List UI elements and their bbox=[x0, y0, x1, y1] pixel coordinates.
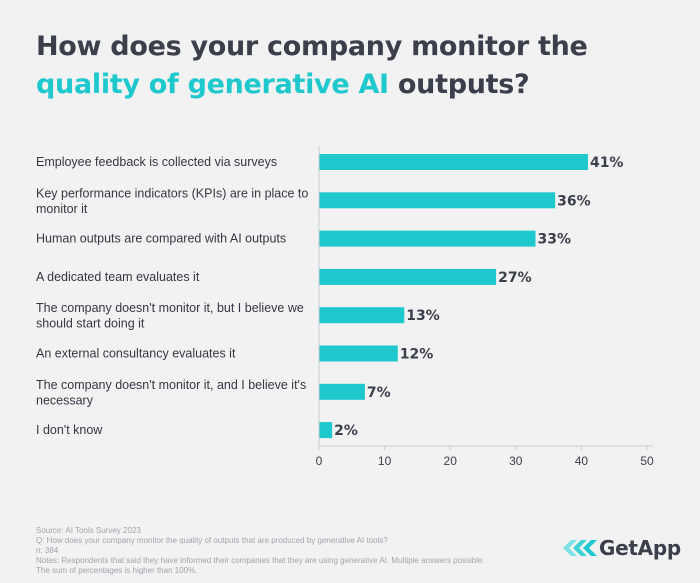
title-part-2: outputs? bbox=[388, 69, 530, 100]
bar bbox=[319, 230, 536, 247]
value-label: 2% bbox=[334, 423, 358, 439]
footer-n: n: 384 bbox=[36, 546, 59, 555]
value-label: 13% bbox=[406, 308, 440, 324]
bar bbox=[319, 307, 405, 324]
category-label: An external consultancy evaluates it bbox=[36, 347, 236, 361]
x-tick-label: 20 bbox=[444, 454, 458, 468]
x-axis: 0 10 20 30 40 50 bbox=[316, 146, 654, 468]
x-tick-label: 50 bbox=[640, 454, 654, 468]
x-tick-label: 0 bbox=[316, 454, 323, 468]
bar bbox=[319, 422, 333, 439]
footer-notes-2: The sum of percentages is higher than 10… bbox=[36, 566, 198, 575]
bars-group: Employee feedback is collected via surve… bbox=[36, 154, 623, 439]
bar-chart: Employee feedback is collected via surve… bbox=[36, 146, 654, 468]
chart-title: How does your company monitor the qualit… bbox=[36, 28, 676, 104]
getapp-chevrons-icon bbox=[563, 540, 597, 556]
value-label: 36% bbox=[557, 193, 591, 209]
getapp-logo: GetApp bbox=[563, 536, 681, 560]
bar bbox=[319, 383, 365, 400]
bar bbox=[319, 268, 497, 285]
title-part-1: How does your company monitor the bbox=[36, 31, 588, 62]
value-label: 41% bbox=[590, 155, 624, 171]
getapp-logo-text: GetApp bbox=[599, 536, 681, 560]
value-label: 27% bbox=[498, 270, 532, 286]
category-label: Key performance indicators (KPIs) are in… bbox=[36, 186, 308, 216]
category-label: The company doesn't monitor it, but I be… bbox=[36, 301, 304, 331]
x-tick-label: 10 bbox=[378, 454, 392, 468]
x-tick-label: 40 bbox=[575, 454, 589, 468]
footer-question: Q: How does your company monitor the qua… bbox=[36, 536, 388, 545]
footer-notes: Notes: Respondents that said they have i… bbox=[36, 556, 485, 565]
title-accent: quality of generative AI bbox=[36, 69, 389, 100]
category-label: I don't know bbox=[36, 423, 103, 437]
category-label: Employee feedback is collected via surve… bbox=[36, 155, 277, 169]
value-label: 12% bbox=[400, 347, 434, 363]
bar bbox=[319, 192, 556, 209]
value-label: 33% bbox=[537, 232, 571, 248]
value-label: 7% bbox=[367, 385, 391, 401]
category-label: The company doesn't monitor it, and I be… bbox=[36, 378, 306, 408]
bar bbox=[319, 154, 588, 170]
footer-source: Source: AI Tools Survey 2023 bbox=[36, 526, 141, 535]
x-tick-label: 30 bbox=[509, 454, 523, 468]
category-label: Human outputs are compared with AI outpu… bbox=[36, 232, 286, 246]
chart-footer: Source: AI Tools Survey 2023 Q: How does… bbox=[36, 526, 536, 576]
bar bbox=[319, 345, 398, 362]
category-label: A dedicated team evaluates it bbox=[36, 270, 200, 284]
